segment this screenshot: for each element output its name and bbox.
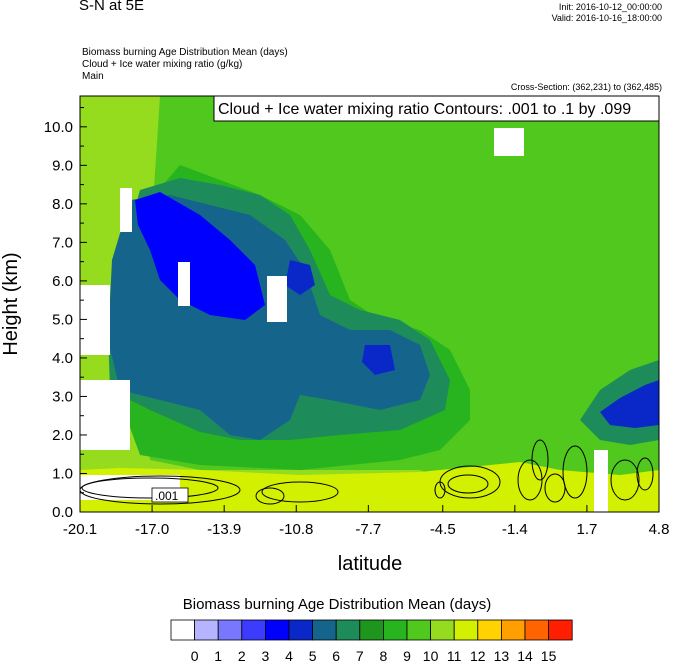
field-mid-band [140,96,659,512]
colorbar-swatch [288,619,314,641]
missing-patch [494,128,524,156]
y-tick-label: 3.0 [52,388,73,405]
y-tick-label: 10.0 [44,119,73,136]
x-tick-label: 1.7 [576,521,597,538]
colorbar-swatch [241,619,266,641]
colorbar-swatch [382,619,408,641]
field-right-max [600,380,659,428]
missing-patch [80,380,130,450]
y-tick-label: 8.0 [52,196,73,213]
colorbar-swatch [170,619,196,641]
colorbar-label: 10 [423,648,439,664]
field-line-1: Biomass burning Age Distribution Mean (d… [82,47,288,58]
colorbar-swatch [217,619,243,641]
field-plume-tertiary [362,345,395,375]
x-tick-label: -10.8 [279,521,313,538]
y-tick-label: 2.0 [52,427,73,444]
field-plume-secondary [285,260,315,295]
field-core [108,178,450,440]
colorbar-swatch [359,619,384,641]
missing-patch [267,276,287,322]
valid-time: Valid: 2016-10-16_18:00:00 [551,13,662,23]
colorbar-label: 9 [403,648,411,664]
y-tick-label: 7.0 [52,234,73,251]
colorbar-label: 3 [262,648,270,664]
colorbar-swatch [453,619,479,641]
x-tick-label: -1.4 [502,521,528,538]
x-tick-label: 4.8 [649,521,670,538]
contour-label-box [151,487,189,503]
colorbar-label: 6 [332,648,340,664]
colorbar-label: 14 [517,648,533,664]
missing-patch [80,475,180,500]
colorbar-swatch [548,619,573,641]
field-line-2: Cloud + Ice water mixing ratio (g/kg) [82,59,243,70]
y-tick-label: 5.0 [52,311,73,328]
y-tick-label: 0.0 [52,504,73,521]
colorbar-label: 7 [356,648,364,664]
field-line-3: Main [82,71,104,82]
colorbar-swatch [194,619,219,641]
field-plume-max [135,192,265,320]
plot-title: S-N at 5E [79,0,145,14]
missing-patch [120,188,132,232]
colorbar-label: 13 [494,648,510,664]
y-tick-label: 4.0 [52,350,73,367]
x-tick-label: -13.9 [207,521,241,538]
field-inner-core [108,195,430,440]
field-surface-layer [80,462,659,512]
init-time: Init: 2016-10-12_00:00:00 [558,2,662,12]
colorbar-label: 4 [285,648,293,664]
x-tick-label: -7.7 [355,521,381,538]
x-tick-label: -4.5 [430,521,456,538]
field-upper-band [80,96,659,512]
cross-section-label: Cross-Section: (362,231) to (362,485) [510,82,662,92]
colorbar-swatch [406,619,432,641]
colorbar-label: 2 [238,648,246,664]
contour-label: .001 [155,489,179,503]
y-tick-label: 6.0 [52,273,73,290]
contour-lines [80,439,654,505]
field-right-core [580,360,659,445]
colorbar-label: 5 [309,648,317,664]
x-axis-label: latitude [338,553,403,575]
colorbar-label: 8 [380,648,388,664]
x-tick-label: -20.1 [63,521,97,538]
colorbar-swatch [477,619,502,641]
colorbar-swatch [500,619,526,641]
colorbar-title: Biomass burning Age Distribution Mean (d… [182,596,492,613]
colorbar-label: 15 [541,648,557,664]
plot-frame [79,95,660,513]
colorbar-swatch [430,619,455,641]
y-axis-label: Height (km) [0,252,22,355]
colorbar-label: 12 [470,648,486,664]
contour-info-box [213,95,660,122]
missing-patch [80,285,110,355]
missing-patch [594,450,608,512]
colorbar-label: 1 [214,648,222,664]
colorbar-swatch [264,619,290,641]
contour-info: Cloud + Ice water mixing ratio Contours:… [218,101,631,118]
colorbar-label: 11 [447,648,462,664]
x-tick-label: -17.0 [135,521,169,538]
colorbar-swatch [312,619,337,641]
colorbar-swatch [524,619,550,641]
y-tick-label: 1.0 [52,465,73,482]
colorbar-swatch [335,619,361,641]
field-greener-band [120,165,470,470]
y-tick-label: 9.0 [52,157,73,174]
missing-patch [178,262,190,306]
colorbar-label: 0 [191,648,199,664]
